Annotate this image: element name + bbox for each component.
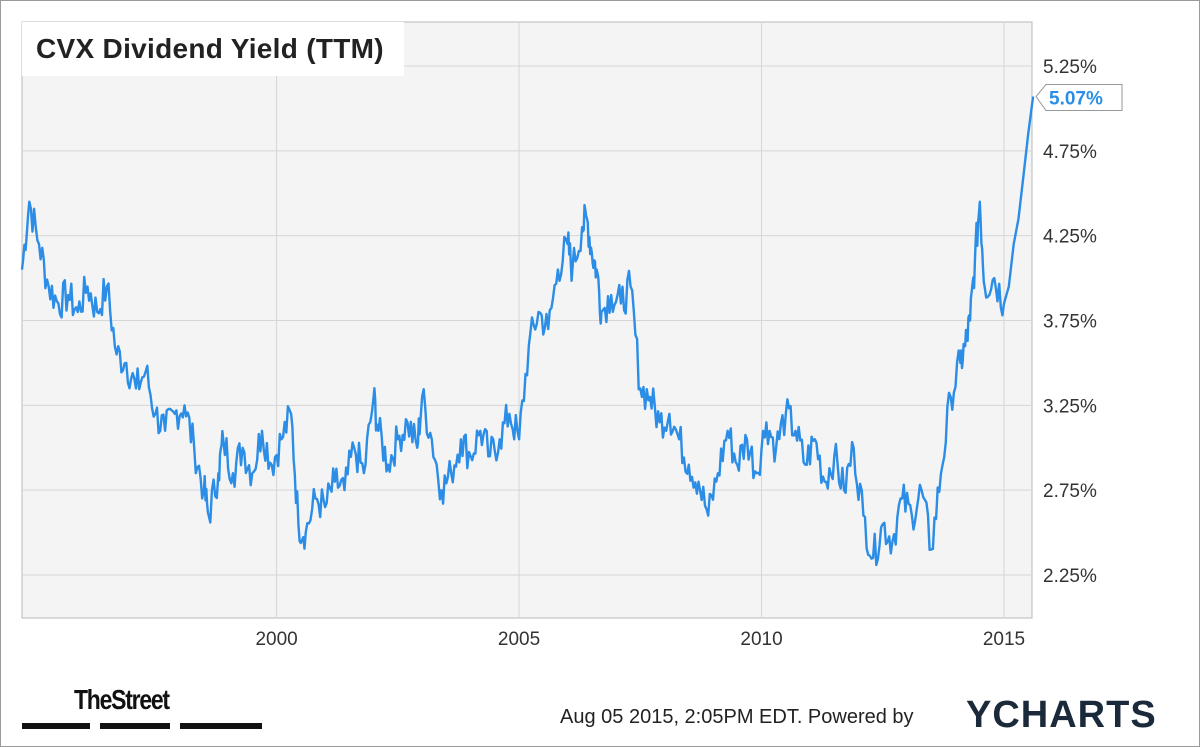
x-tick-label: 2000 bbox=[255, 629, 297, 650]
x-tick-label: 2015 bbox=[983, 629, 1025, 650]
y-tick-label: 2.25% bbox=[1043, 566, 1097, 587]
logo-bar bbox=[180, 723, 262, 729]
thestreet-logo-text: TheStreet bbox=[74, 684, 170, 715]
logo-bar bbox=[100, 723, 170, 729]
logo-bar bbox=[22, 723, 90, 729]
x-tick-label: 2005 bbox=[498, 629, 540, 650]
y-tick-label: 2.75% bbox=[1043, 481, 1097, 502]
ycharts-logo-y: Y bbox=[966, 694, 993, 736]
ycharts-logo-rest: CHARTS bbox=[992, 694, 1157, 736]
y-tick-label: 3.25% bbox=[1043, 396, 1097, 417]
series-line bbox=[20, 96, 1035, 567]
last-value-callout bbox=[1035, 84, 1123, 112]
footer-timestamp: Aug 05 2015, 2:05PM EDT. Powered by bbox=[560, 706, 914, 728]
y-tick-label: 5.25% bbox=[1043, 57, 1097, 78]
last-value-label: 5.07% bbox=[1049, 89, 1103, 110]
ycharts-logo[interactable]: YCHARTS bbox=[966, 694, 1157, 737]
chart-title: CVX Dividend Yield (TTM) bbox=[22, 22, 404, 76]
y-tick-label: 4.75% bbox=[1043, 142, 1097, 163]
thestreet-logo[interactable]: TheStreet bbox=[22, 684, 262, 734]
y-tick-label: 3.75% bbox=[1043, 312, 1097, 333]
y-tick-label: 4.25% bbox=[1043, 227, 1097, 248]
x-tick-label: 2010 bbox=[740, 629, 782, 650]
